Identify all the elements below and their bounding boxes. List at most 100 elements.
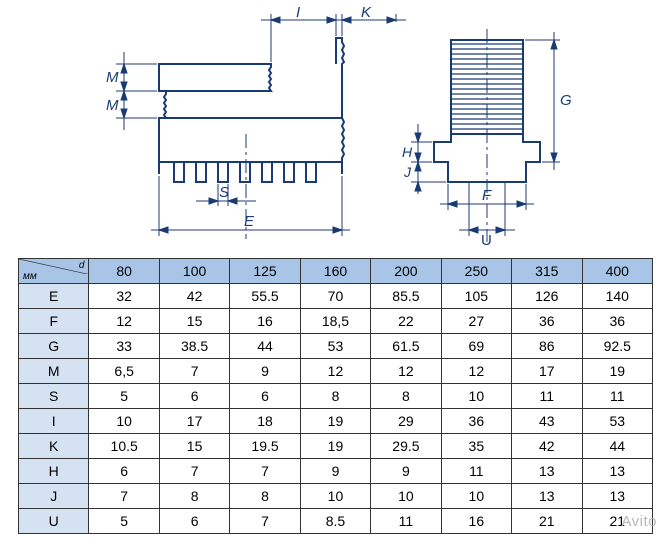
table-cell: 13 — [582, 484, 653, 509]
table-cell: 53 — [582, 409, 653, 434]
table-cell: 44 — [230, 334, 300, 359]
table-cell: 32 — [89, 284, 159, 309]
technical-diagram: I K M M S E — [0, 0, 671, 254]
table-cell: 85.5 — [371, 284, 441, 309]
table-cell: 16 — [441, 509, 511, 534]
table-cell: 105 — [441, 284, 511, 309]
table-cell: 8 — [230, 484, 300, 509]
table-cell: 36 — [582, 309, 653, 334]
table-cell: 6 — [159, 509, 229, 534]
table-cell: 15 — [159, 309, 229, 334]
table-cell: 9 — [230, 359, 300, 384]
table-cell: 53 — [300, 334, 370, 359]
table-cell: 42 — [512, 434, 582, 459]
table-cell: 18 — [230, 409, 300, 434]
table-cell: 7 — [159, 459, 229, 484]
row-header: U — [19, 509, 89, 534]
row-header: G — [19, 334, 89, 359]
table-cell: 126 — [512, 284, 582, 309]
table-cell: 69 — [441, 334, 511, 359]
table-cell: 42 — [159, 284, 229, 309]
table-cell: 9 — [371, 459, 441, 484]
table-cell: 10 — [441, 384, 511, 409]
table-cell: 12 — [89, 309, 159, 334]
table-cell: 43 — [512, 409, 582, 434]
table-cell: 36 — [512, 309, 582, 334]
table-cell: 12 — [441, 359, 511, 384]
table-cell: 19 — [582, 359, 653, 384]
table-cell: 86 — [512, 334, 582, 359]
table-cell: 61.5 — [371, 334, 441, 359]
table-cell: 10.5 — [89, 434, 159, 459]
table-cell: 11 — [441, 459, 511, 484]
svg-text:I: I — [296, 4, 300, 21]
svg-text:M: M — [106, 69, 119, 86]
table-cell: 13 — [512, 459, 582, 484]
svg-text:M: M — [106, 97, 119, 114]
table-cell: 8.5 — [300, 509, 370, 534]
svg-text:H: H — [402, 144, 413, 160]
table-cell: 22 — [371, 309, 441, 334]
table-cell: 21 — [512, 509, 582, 534]
column-header: 80 — [89, 259, 159, 284]
column-header: 200 — [371, 259, 441, 284]
table-cell: 6 — [159, 384, 229, 409]
table-cell: 11 — [371, 509, 441, 534]
table-cell: 8 — [300, 384, 370, 409]
table-cell: 9 — [300, 459, 370, 484]
dimensions-table: ммd80100125160200250315400E324255.57085.… — [0, 254, 671, 534]
table-cell: 6 — [89, 459, 159, 484]
table-cell: 38.5 — [159, 334, 229, 359]
table-cell: 12 — [371, 359, 441, 384]
table-cell: 17 — [159, 409, 229, 434]
table-cell: 11 — [582, 384, 653, 409]
table-cell: 13 — [512, 484, 582, 509]
table-cell: 10 — [441, 484, 511, 509]
table-cell: 29 — [371, 409, 441, 434]
table-cell: 70 — [300, 284, 370, 309]
row-header: I — [19, 409, 89, 434]
row-header: K — [19, 434, 89, 459]
watermark: Avito — [621, 513, 657, 530]
table-cell: 10 — [371, 484, 441, 509]
table-cell: 10 — [300, 484, 370, 509]
row-header: H — [19, 459, 89, 484]
svg-text:E: E — [244, 213, 255, 230]
table-cell: 19 — [300, 434, 370, 459]
table-corner-cell: ммd — [19, 259, 89, 284]
table-cell: 8 — [371, 384, 441, 409]
row-header: F — [19, 309, 89, 334]
table-cell: 36 — [441, 409, 511, 434]
column-header: 125 — [230, 259, 300, 284]
row-header: J — [19, 484, 89, 509]
row-header: E — [19, 284, 89, 309]
column-header: 100 — [159, 259, 229, 284]
table-cell: 6,5 — [89, 359, 159, 384]
table-cell: 15 — [159, 434, 229, 459]
table-cell: 12 — [300, 359, 370, 384]
table-cell: 7 — [230, 509, 300, 534]
column-header: 400 — [582, 259, 653, 284]
table-cell: 6 — [230, 384, 300, 409]
table-cell: 17 — [512, 359, 582, 384]
table-cell: 8 — [159, 484, 229, 509]
svg-text:F: F — [482, 187, 492, 204]
table-cell: 16 — [230, 309, 300, 334]
table-cell: 7 — [230, 459, 300, 484]
table-cell: 140 — [582, 284, 653, 309]
svg-text:S: S — [219, 184, 229, 201]
column-header: 160 — [300, 259, 370, 284]
table-cell: 92.5 — [582, 334, 653, 359]
table-cell: 10 — [89, 409, 159, 434]
table-cell: 5 — [89, 509, 159, 534]
row-header: S — [19, 384, 89, 409]
svg-text:U: U — [481, 232, 492, 248]
table-cell: 13 — [582, 459, 653, 484]
table-cell: 19.5 — [230, 434, 300, 459]
table-cell: 11 — [512, 384, 582, 409]
table-cell: 29.5 — [371, 434, 441, 459]
svg-text:J: J — [403, 164, 412, 180]
table-cell: 18,5 — [300, 309, 370, 334]
table-cell: 44 — [582, 434, 653, 459]
table-cell: 35 — [441, 434, 511, 459]
